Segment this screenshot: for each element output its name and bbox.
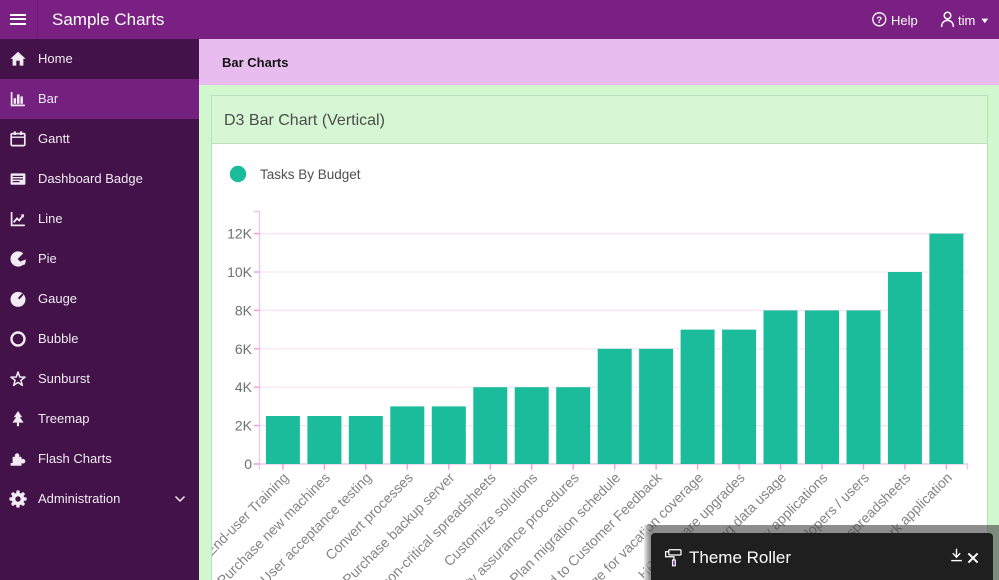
svg-text:?: ? xyxy=(876,15,882,26)
svg-text:2K: 2K xyxy=(235,418,253,434)
svg-text:10K: 10K xyxy=(227,264,253,280)
svg-text:0: 0 xyxy=(244,456,252,472)
svg-text:12K: 12K xyxy=(227,226,253,242)
svg-text:Tasks By Budget: Tasks By Budget xyxy=(260,167,361,182)
svg-text:8K: 8K xyxy=(235,302,253,318)
svg-text:6K: 6K xyxy=(235,341,253,357)
svg-text:4K: 4K xyxy=(235,379,253,395)
